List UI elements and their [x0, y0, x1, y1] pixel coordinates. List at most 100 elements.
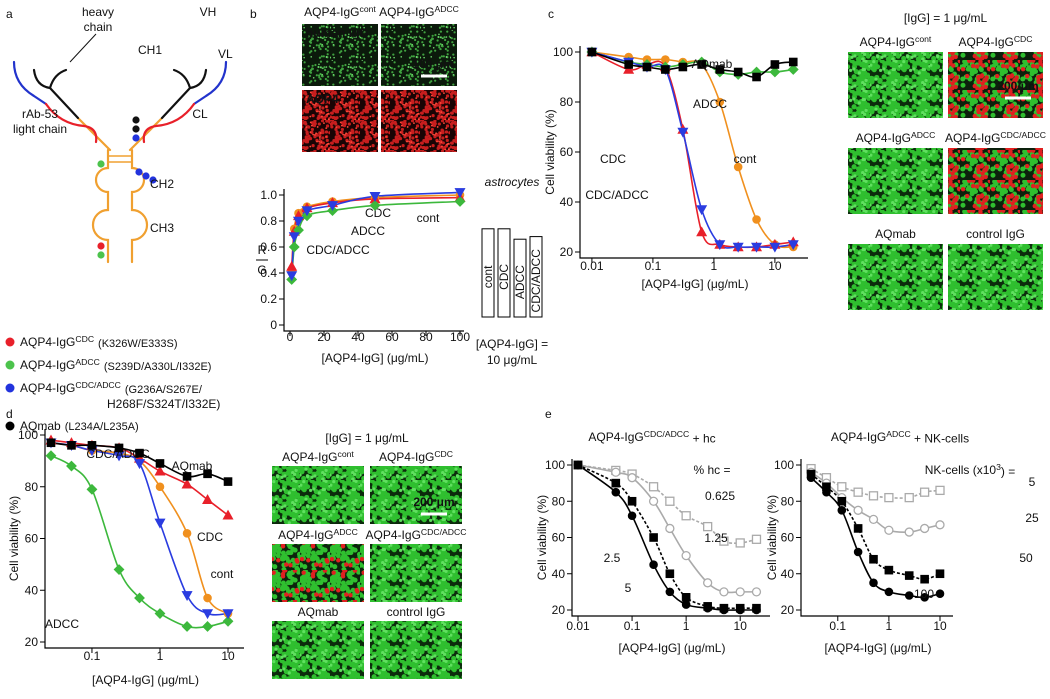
marker [719, 536, 729, 546]
bar-chart: astrocytes cont CDC ADCC CDC/ADCC [AQP4-IgG] … [476, 175, 548, 367]
marker [735, 605, 745, 615]
marker [203, 469, 212, 479]
series-label: 25 [1025, 511, 1039, 525]
marker [853, 547, 863, 557]
marker [134, 592, 145, 604]
series-label: 1.25 [704, 531, 728, 545]
y-tick-label: 100 [553, 45, 573, 59]
chart: 20 40 60 80 100 0.1 1 10[AQP4-IgG] (μg/mL) Cell … [765, 429, 1039, 655]
marker [677, 127, 689, 138]
series-label: cont [211, 567, 234, 581]
micrograph-label-part: CDC/ADCC [421, 527, 467, 537]
diagram-label: chain [84, 20, 113, 34]
marker [822, 487, 831, 497]
marker [286, 271, 298, 282]
mutation-dots [97, 116, 157, 259]
y-tick-label: 0.4 [260, 266, 277, 280]
legend-title: % hc = [693, 463, 730, 477]
marker [751, 242, 763, 253]
marker [703, 578, 713, 588]
marker [715, 65, 725, 74]
marker [752, 605, 761, 615]
cl-domain [142, 102, 196, 144]
diagram-label: heavy [82, 5, 114, 19]
panel-label: b [250, 7, 257, 21]
marker [696, 205, 708, 216]
variant-mutation: H268F/S324T/I332E) [107, 397, 220, 411]
marker [868, 514, 879, 525]
marker [770, 60, 780, 69]
x-tick-label: 10 [734, 619, 748, 633]
y-tick-label: 40 [781, 567, 795, 581]
y-axis-label: G [257, 263, 266, 277]
micrograph-label-part: CDC [434, 449, 453, 459]
y-tick-label: 80 [781, 494, 795, 508]
micrograph-label: AQmab [875, 227, 916, 241]
x-tick-label: 0.1 [829, 619, 846, 633]
marker [286, 260, 298, 271]
series-label: 5 [1029, 475, 1036, 489]
variant-name: AQP4-IgGCDC/ADCC (G236A/S267E/ [20, 380, 203, 396]
y-tick-label: 40 [552, 567, 566, 581]
variant-name: AQP4-IgGCDC (K326W/E333S) [20, 334, 178, 350]
axis [579, 46, 808, 259]
variant-name-part: AQP4-IgG [20, 335, 75, 349]
marker [665, 496, 675, 506]
micrograph-label: AQP4-IgGcont [860, 34, 932, 49]
legend-dot [5, 337, 15, 347]
marker [611, 478, 621, 488]
bar-label: CDC [497, 264, 511, 290]
micrograph-label: AQP4-IgGCDC/ADCC [945, 130, 1046, 145]
y-tick-label: 0.8 [260, 214, 277, 228]
chart: 20 40 60 80 100 0.01 0.1 1 10 [AQP4-IgG] (μg/mL) C… [543, 45, 808, 291]
dot [97, 242, 105, 250]
y-axis-label: Cell viability (%) [765, 495, 779, 580]
panel-label: c [548, 7, 554, 21]
bar-label: cont [481, 265, 495, 288]
x-tick-label: 10 [768, 259, 782, 273]
series-label: 5 [625, 581, 632, 595]
series-line [577, 464, 757, 611]
bar [513, 238, 527, 318]
marker [627, 496, 637, 506]
marker [222, 615, 234, 627]
marker [935, 520, 945, 530]
micrograph-label-part: AQP4-IgG [282, 450, 337, 464]
marker [735, 538, 745, 548]
diagram-label: VH [200, 5, 217, 19]
marker [326, 201, 339, 212]
micrograph-label: AQP4-IgGCDC [379, 449, 453, 464]
dot [135, 168, 143, 176]
variant-name: AQP4-IgGADCC (S239D/A330L/I332E) [20, 357, 211, 373]
y-tick-label: 60 [552, 531, 566, 545]
marker [719, 605, 729, 615]
bar-label: CDC/ADCC [529, 249, 543, 313]
marker [904, 527, 914, 537]
dot [132, 125, 140, 133]
y-tick-label: 20 [25, 635, 39, 649]
legend-dot [5, 360, 15, 370]
marker [624, 60, 633, 69]
marker [919, 487, 930, 497]
marker [113, 564, 125, 575]
bar [481, 228, 495, 318]
micrograph [848, 52, 943, 118]
marker [369, 192, 381, 202]
micrograph-label: AQP4-IgGCDC/ADCC [366, 527, 467, 542]
dot [97, 160, 105, 168]
marker [665, 587, 675, 597]
axis [571, 459, 770, 617]
x-tick-label: 1 [157, 649, 164, 663]
diagram-label: VL [218, 47, 233, 61]
dot [132, 134, 140, 142]
marker [787, 240, 799, 251]
x-tick-label: 10 [221, 649, 235, 663]
marker [869, 554, 878, 564]
legend-title-part: 3 [996, 462, 1001, 472]
chart-title-part: + NK-cells [911, 432, 969, 446]
x-tick-label: 0.1 [84, 649, 101, 663]
micrograph-label-part: ADCC [333, 527, 357, 537]
micrograph [948, 52, 1043, 118]
